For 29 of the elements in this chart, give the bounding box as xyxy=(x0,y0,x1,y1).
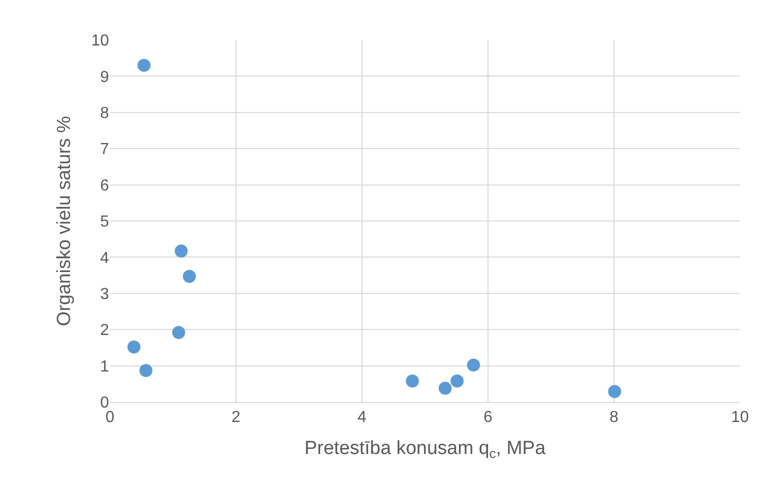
y-tick-label: 8 xyxy=(100,105,110,122)
x-tick-label: 6 xyxy=(484,409,493,426)
y-tick-label: 3 xyxy=(100,286,110,303)
y-tick-label: 1 xyxy=(100,358,110,376)
point xyxy=(438,382,452,395)
y-tick-label: 9 xyxy=(100,68,110,86)
point xyxy=(467,358,480,372)
x-tick-label: 2 xyxy=(232,409,241,426)
y-axis-title: Organisko vielu saturs % xyxy=(54,116,76,326)
y-tick-label: 5 xyxy=(100,214,110,231)
point xyxy=(608,385,622,398)
point xyxy=(450,374,464,388)
y-tick-label: 4 xyxy=(100,250,110,267)
x-axis-title: Pretestība konusam q$_{c}$, MPa xyxy=(304,438,546,461)
point xyxy=(174,244,188,258)
point xyxy=(182,270,196,283)
point xyxy=(406,374,419,388)
point xyxy=(139,364,152,378)
point xyxy=(138,58,151,72)
y-tick-label: 6 xyxy=(100,177,110,194)
point xyxy=(127,340,140,354)
x-tick-label: 4 xyxy=(358,409,367,426)
y-tick-label: 2 xyxy=(100,322,110,340)
y-tick-label: 0 xyxy=(100,394,110,412)
x-tick-label: 10 xyxy=(731,409,749,426)
x-tick-label: 8 xyxy=(610,409,619,426)
y-tick-label: 10 xyxy=(91,32,110,50)
y-tick-label: 7 xyxy=(100,141,110,158)
point xyxy=(172,326,186,339)
